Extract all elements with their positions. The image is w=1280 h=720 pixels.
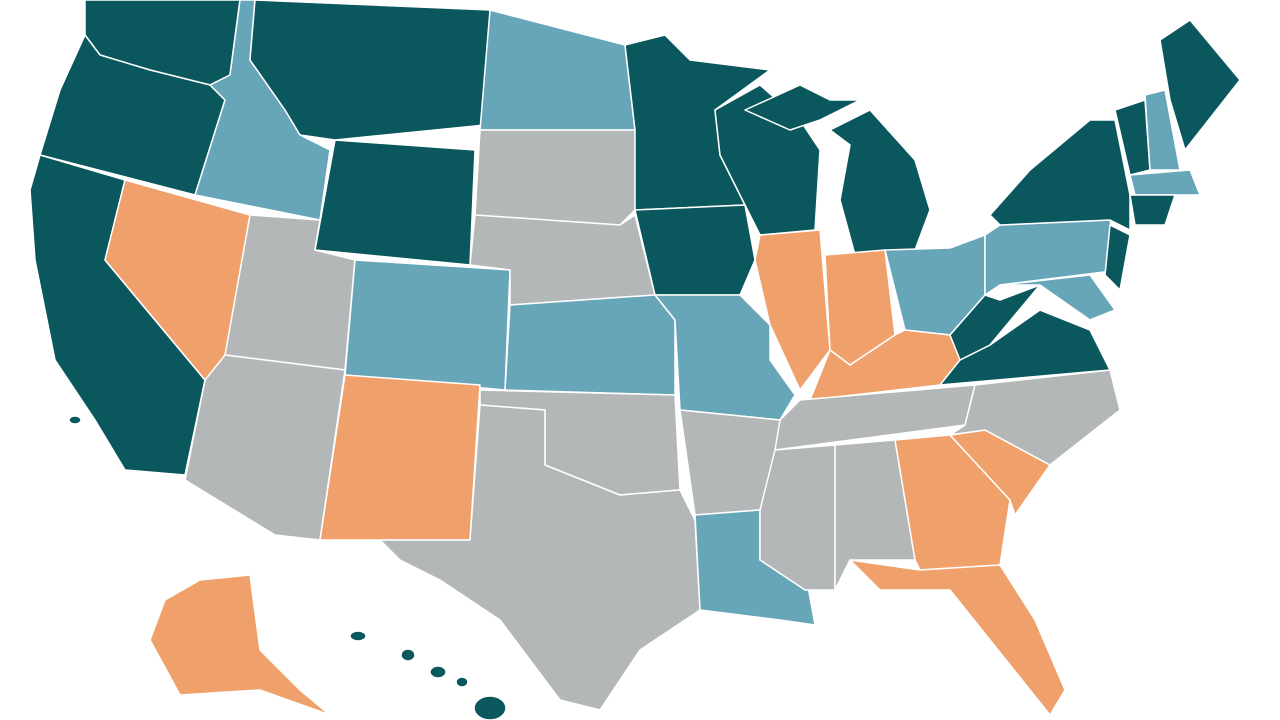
state	[1104, 224, 1131, 291]
state	[474, 129, 636, 226]
state	[479, 9, 636, 131]
state	[184, 354, 346, 541]
state	[754, 229, 831, 391]
state	[149, 574, 331, 716]
island	[68, 415, 82, 425]
state	[759, 444, 836, 591]
state	[1159, 19, 1241, 151]
state	[634, 204, 756, 296]
island	[455, 676, 469, 688]
island	[400, 648, 416, 662]
island	[349, 630, 367, 642]
state	[654, 294, 796, 421]
state	[949, 369, 1121, 466]
state	[829, 109, 931, 256]
state	[504, 294, 676, 396]
state	[744, 84, 861, 131]
state	[774, 384, 976, 451]
state	[849, 559, 1066, 716]
state	[834, 439, 916, 591]
island	[429, 665, 447, 679]
state	[999, 274, 1116, 321]
state	[1144, 89, 1181, 171]
state	[1129, 169, 1201, 196]
states	[29, 0, 1241, 720]
state	[1129, 194, 1176, 226]
state	[344, 259, 511, 391]
state	[989, 119, 1131, 231]
state	[379, 404, 701, 711]
state	[319, 374, 481, 541]
state	[314, 139, 476, 266]
island	[473, 695, 507, 720]
